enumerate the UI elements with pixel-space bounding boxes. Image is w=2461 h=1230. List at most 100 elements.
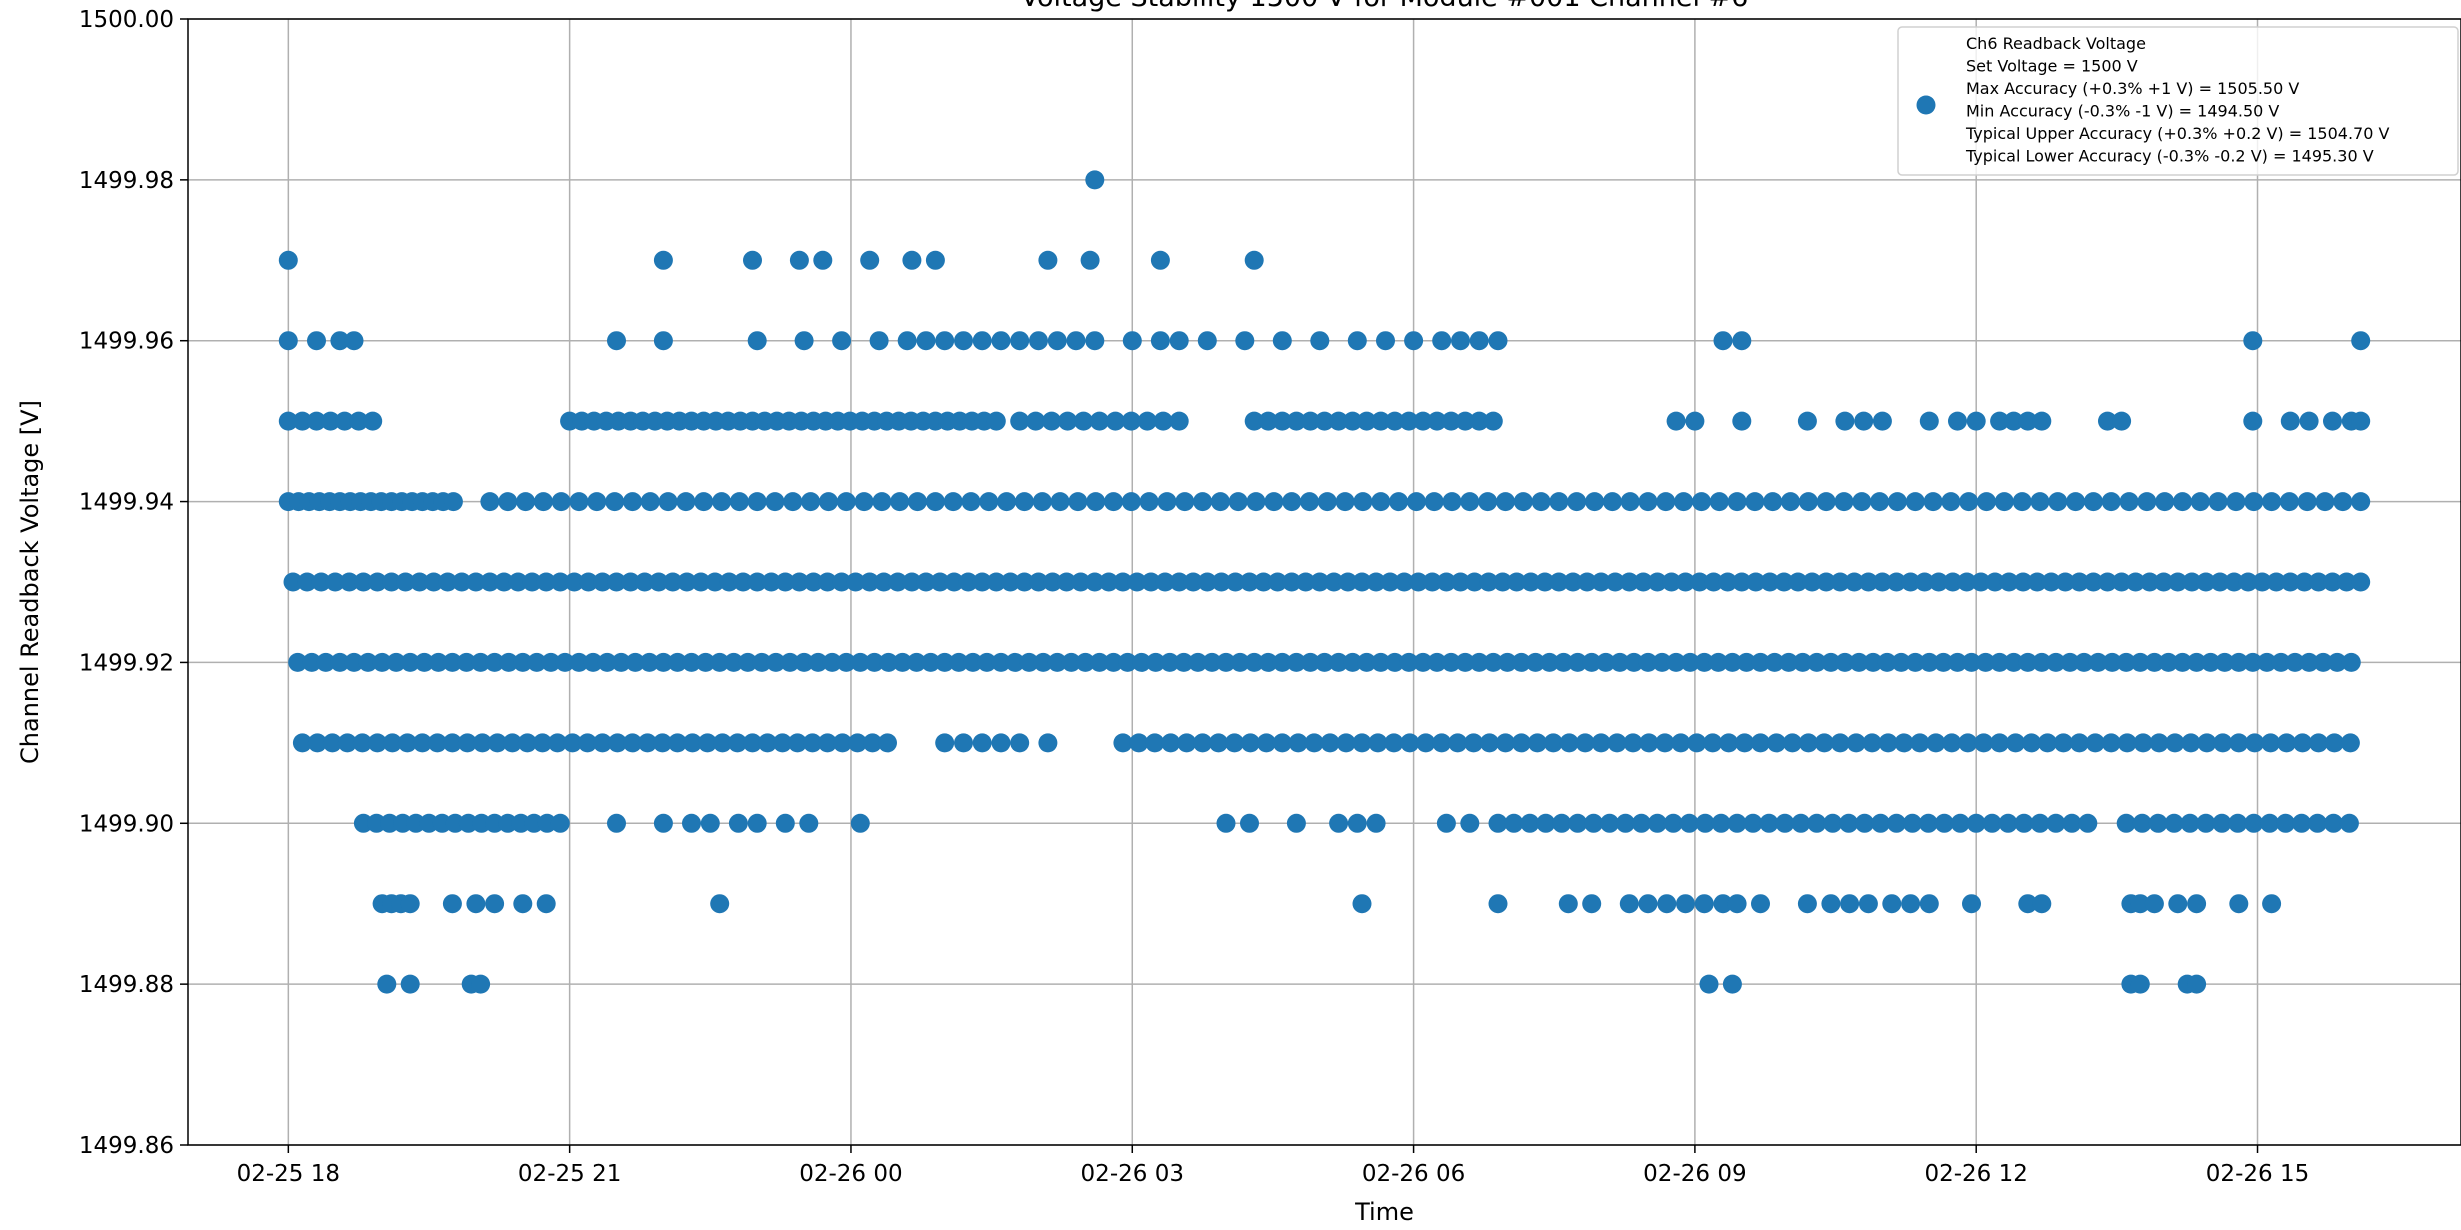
- data-point: [724, 652, 744, 672]
- data-point: [1878, 733, 1898, 753]
- data-point: [1727, 813, 1747, 833]
- data-point: [2027, 572, 2047, 592]
- data-point: [607, 572, 626, 592]
- data-point: [935, 331, 955, 351]
- data-point: [1335, 492, 1355, 512]
- data-point: [1240, 733, 1260, 753]
- data-point: [2323, 572, 2342, 592]
- data-point: [1976, 652, 1996, 672]
- data-point: [1623, 733, 1643, 753]
- data-point: [550, 813, 570, 833]
- data-point: [1175, 492, 1195, 512]
- data-point: [1605, 572, 1625, 592]
- legend-line-min-accuracy: Min Accuracy (-0.3% -1 V) = 1494.50 V: [1966, 102, 2279, 121]
- data-point: [2243, 331, 2263, 351]
- data-point: [472, 733, 492, 753]
- data-point: [1436, 572, 1456, 592]
- data-point: [696, 652, 716, 672]
- data-point: [1713, 894, 1733, 914]
- data-point: [1713, 331, 1733, 351]
- data-point: [1692, 492, 1711, 512]
- data-point: [1887, 492, 1907, 512]
- data-point: [1202, 652, 1222, 672]
- data-point: [480, 492, 500, 512]
- data-point: [2252, 572, 2272, 592]
- data-point: [728, 733, 747, 753]
- data-point: [2060, 652, 2080, 672]
- data-point: [794, 331, 814, 351]
- data-point: [1582, 652, 1602, 672]
- data-point: [1000, 572, 1020, 592]
- data-point: [337, 733, 357, 753]
- data-point: [1497, 652, 1517, 672]
- data-point: [1709, 492, 1729, 512]
- data-point: [1737, 652, 1756, 672]
- data-point: [2341, 652, 2361, 672]
- data-point: [1371, 652, 1391, 672]
- data-point: [1694, 894, 1714, 914]
- data-point: [1329, 411, 1349, 431]
- data-point: [517, 733, 537, 753]
- data-point: [1708, 652, 1728, 672]
- data-point: [954, 733, 973, 753]
- data-point: [1174, 652, 1194, 672]
- data-point: [874, 572, 894, 592]
- data-point: [1835, 652, 1855, 672]
- data-point: [2055, 572, 2075, 592]
- data-point: [1823, 813, 1843, 833]
- data-point: [2197, 733, 2217, 753]
- data-point: [1504, 813, 1524, 833]
- data-point: [1240, 813, 1259, 833]
- data-point: [2244, 492, 2264, 512]
- data-point: [1254, 572, 1273, 592]
- data-point: [607, 813, 626, 833]
- data-point: [1671, 733, 1691, 753]
- data-point: [1821, 894, 1841, 914]
- data-point: [1455, 411, 1475, 431]
- data-point: [1619, 572, 1639, 592]
- data-point: [1282, 492, 1302, 512]
- data-point: [1948, 652, 1967, 672]
- data-point: [605, 492, 625, 512]
- data-point: [1441, 411, 1461, 431]
- data-point: [2340, 733, 2360, 753]
- data-point: [1315, 411, 1334, 431]
- data-point: [330, 652, 350, 672]
- data-point: [2102, 652, 2122, 672]
- data-point: [330, 331, 350, 351]
- data-point: [813, 250, 833, 270]
- data-point: [382, 572, 401, 592]
- data-point: [1310, 572, 1330, 592]
- data-point: [1465, 572, 1484, 592]
- data-point: [1193, 733, 1213, 753]
- data-point: [1141, 572, 1161, 592]
- data-point: [2030, 813, 2050, 833]
- data-point: [930, 572, 950, 592]
- data-point: [1775, 813, 1795, 833]
- data-point: [1014, 492, 1034, 512]
- data-point: [1068, 492, 1088, 512]
- x-tick-label: 02-26 15: [2206, 1161, 2309, 1187]
- data-point: [1422, 572, 1442, 592]
- data-point: [2168, 572, 2188, 592]
- data-point: [524, 813, 544, 833]
- data-point: [1577, 572, 1597, 592]
- data-point: [949, 652, 969, 672]
- data-point: [1153, 411, 1173, 431]
- data-point: [1610, 652, 1630, 672]
- data-point: [1962, 652, 1981, 672]
- data-point: [846, 572, 866, 592]
- data-point: [563, 733, 582, 753]
- data-point: [1211, 572, 1231, 592]
- data-point: [2262, 492, 2282, 512]
- data-point: [1090, 411, 1109, 431]
- data-point: [1479, 572, 1499, 592]
- data-point: [878, 733, 897, 753]
- data-point: [916, 572, 936, 592]
- data-point: [668, 652, 687, 672]
- data-point: [1086, 492, 1106, 512]
- data-point: [2229, 894, 2249, 914]
- data-point: [2006, 733, 2026, 753]
- data-point: [1919, 652, 1939, 672]
